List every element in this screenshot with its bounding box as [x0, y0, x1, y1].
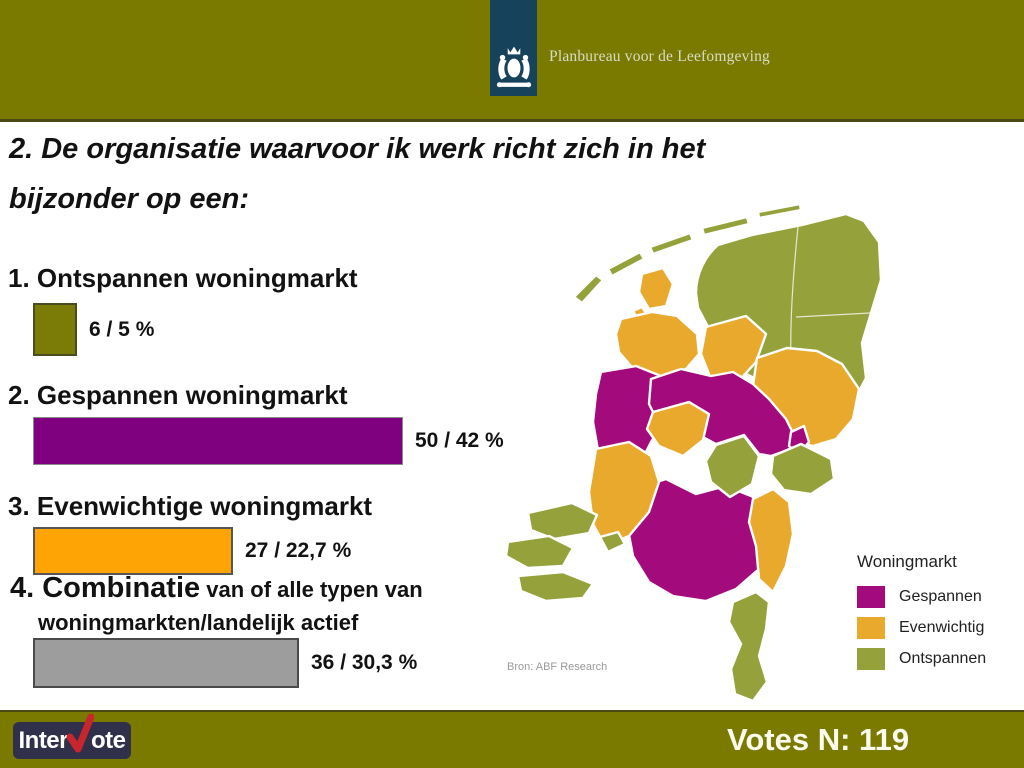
- map-region-wadden-island: [572, 273, 605, 305]
- legend-item-evenwichtig: Evenwichtig: [857, 617, 1017, 639]
- question-title-line1: 2. De organisatie waarvoor ik werk richt…: [9, 133, 706, 165]
- option-4-heading-line2: woningmarkten/landelijk actief: [38, 610, 359, 635]
- option-2-row: 50 / 42 %: [33, 417, 504, 465]
- map-region-zuid-limburg: [727, 590, 771, 703]
- option-2-bar: [33, 417, 403, 465]
- org-name: Planbureau voor de Leefomgeving: [549, 48, 770, 65]
- legend-title: Woningmarkt: [857, 552, 957, 571]
- legend-label: Evenwichtig: [899, 619, 985, 636]
- option-2-value: 50 / 42 %: [415, 429, 504, 452]
- map-region-wadden-island: [648, 231, 695, 256]
- option-4-value: 36 / 30,3 %: [311, 651, 418, 674]
- legend-swatch-ontspannen: [857, 648, 885, 670]
- map-region-wadden-island: [756, 202, 803, 220]
- map-region-nh-tip: [637, 266, 675, 311]
- option-1-row: 6 / 5 %: [33, 303, 154, 356]
- question-title-line2: bijzonder op een:: [9, 183, 250, 215]
- option-1-bar: [33, 303, 77, 356]
- votes-count: Votes N: 119: [727, 722, 910, 757]
- map-legend: Woningmarkt Gespannen Evenwichtig Ontspa…: [857, 552, 1017, 679]
- question-title: 2. De organisatie waarvoor ik werk richt…: [9, 124, 729, 224]
- map-region-zeeland: [516, 570, 595, 603]
- map-region-flevoland: [699, 314, 768, 386]
- option-1-value: 6 / 5 %: [89, 317, 155, 341]
- intervote-text-left: Inter: [18, 726, 68, 754]
- legend-swatch-gespannen: [857, 586, 885, 608]
- legend-swatch-evenwichtig: [857, 617, 885, 639]
- legend-label: Ontspannen: [899, 650, 987, 667]
- option-3-value: 27 / 22,7 %: [245, 539, 352, 562]
- map-region-west-brabant: [587, 440, 661, 548]
- netherlands-map-svg: [504, 202, 883, 703]
- government-logo-box: [490, 0, 537, 96]
- option-4-heading-line1: 4. Combinatie van of alle typen van: [10, 572, 423, 605]
- option-4-bar: [33, 638, 299, 688]
- map-region-noord-limburg: [747, 487, 795, 594]
- option-1-heading: 1. Ontspannen woningmarkt: [8, 263, 358, 293]
- intervote-logo: Inter ote: [13, 713, 131, 759]
- map-region-achterhoek: [769, 442, 836, 496]
- map-region-veluwe: [704, 434, 761, 499]
- checkmark-icon: [66, 713, 94, 752]
- legend-item-ontspannen: Ontspannen: [857, 648, 1017, 670]
- coat-of-arms-icon: [496, 46, 531, 88]
- map-region-wadden-island: [700, 215, 751, 237]
- header-band: Planbureau voor de Leefomgeving: [0, 0, 1024, 122]
- map-province-border: [795, 312, 871, 318]
- legend-item-gespannen: Gespannen: [857, 586, 1017, 608]
- option-3-bar: [33, 527, 233, 575]
- map-region-groene-hart: [645, 400, 711, 458]
- map-region-wadden-island: [606, 250, 646, 278]
- intervote-text-right: ote: [91, 726, 126, 754]
- map-source: Bron: ABF Research: [507, 661, 608, 673]
- option-4-heading-prefix: 4. Combinatie: [10, 572, 201, 604]
- legend-label: Gespannen: [899, 588, 982, 605]
- option-3-heading: 3. Evenwichtige woningmarkt: [8, 491, 373, 521]
- map-region-zeeland: [526, 501, 599, 541]
- footer-band: [0, 710, 1024, 768]
- netherlands-map: [500, 195, 1010, 705]
- map-region-zeeland: [504, 534, 575, 570]
- option-3-row: 27 / 22,7 %: [33, 527, 351, 575]
- map-region-zeeland: [598, 530, 627, 554]
- option-2-heading: 2. Gespannen woningmarkt: [8, 380, 348, 410]
- option-4-row: 36 / 30,3 %: [33, 638, 417, 688]
- intervote-logo-text: Inter ote: [18, 713, 126, 755]
- option-4-heading-rest: van of alle typen van: [200, 577, 423, 602]
